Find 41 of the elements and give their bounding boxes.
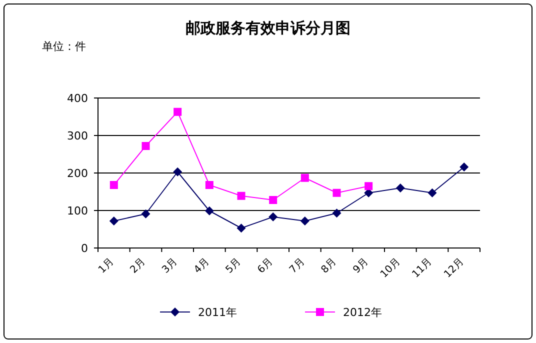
point [237, 192, 246, 200]
x-tick-label: 1月 [96, 256, 116, 276]
legend-label: 2012年 [343, 306, 382, 319]
y-tick-label: 200 [67, 167, 88, 180]
chart-title: 邮政服务有效申诉分月图 [186, 19, 350, 37]
legend-label: 2011年 [198, 306, 237, 319]
y-tick-label: 100 [67, 204, 88, 218]
x-tick-label: 6月 [256, 256, 276, 276]
x-tick-label: 5月 [224, 256, 244, 276]
x-tick-label: 7月 [288, 256, 308, 276]
point [428, 188, 437, 198]
x-tick-label: 12月 [442, 256, 466, 280]
y-tick-label: 300 [67, 130, 88, 142]
point [396, 184, 405, 192]
point [364, 182, 373, 190]
x-tick-label: 3月 [160, 256, 180, 276]
x-tick-label: 2月 [128, 256, 148, 276]
point [173, 167, 182, 176]
point [269, 196, 278, 204]
y-tick-label: 400 [67, 92, 88, 105]
point [205, 181, 214, 189]
point [141, 209, 150, 218]
x-tick-label: 11月 [410, 256, 434, 280]
point [332, 188, 341, 197]
x-tick-label: 10月 [378, 256, 403, 280]
point [174, 108, 182, 116]
point [109, 216, 118, 226]
point [460, 162, 469, 172]
point [300, 216, 310, 226]
text: 单位：件 [42, 40, 86, 53]
point [300, 174, 309, 182]
point [142, 142, 150, 150]
point [268, 212, 278, 222]
point [204, 206, 214, 216]
x-tick-label: 4月 [192, 256, 212, 276]
point [110, 181, 118, 189]
point [332, 208, 342, 218]
point [236, 224, 246, 233]
x-tick-label: 9月 [351, 256, 371, 276]
x-tick-label: 8月 [320, 256, 339, 276]
y-tick-label: 0 [81, 242, 88, 255]
